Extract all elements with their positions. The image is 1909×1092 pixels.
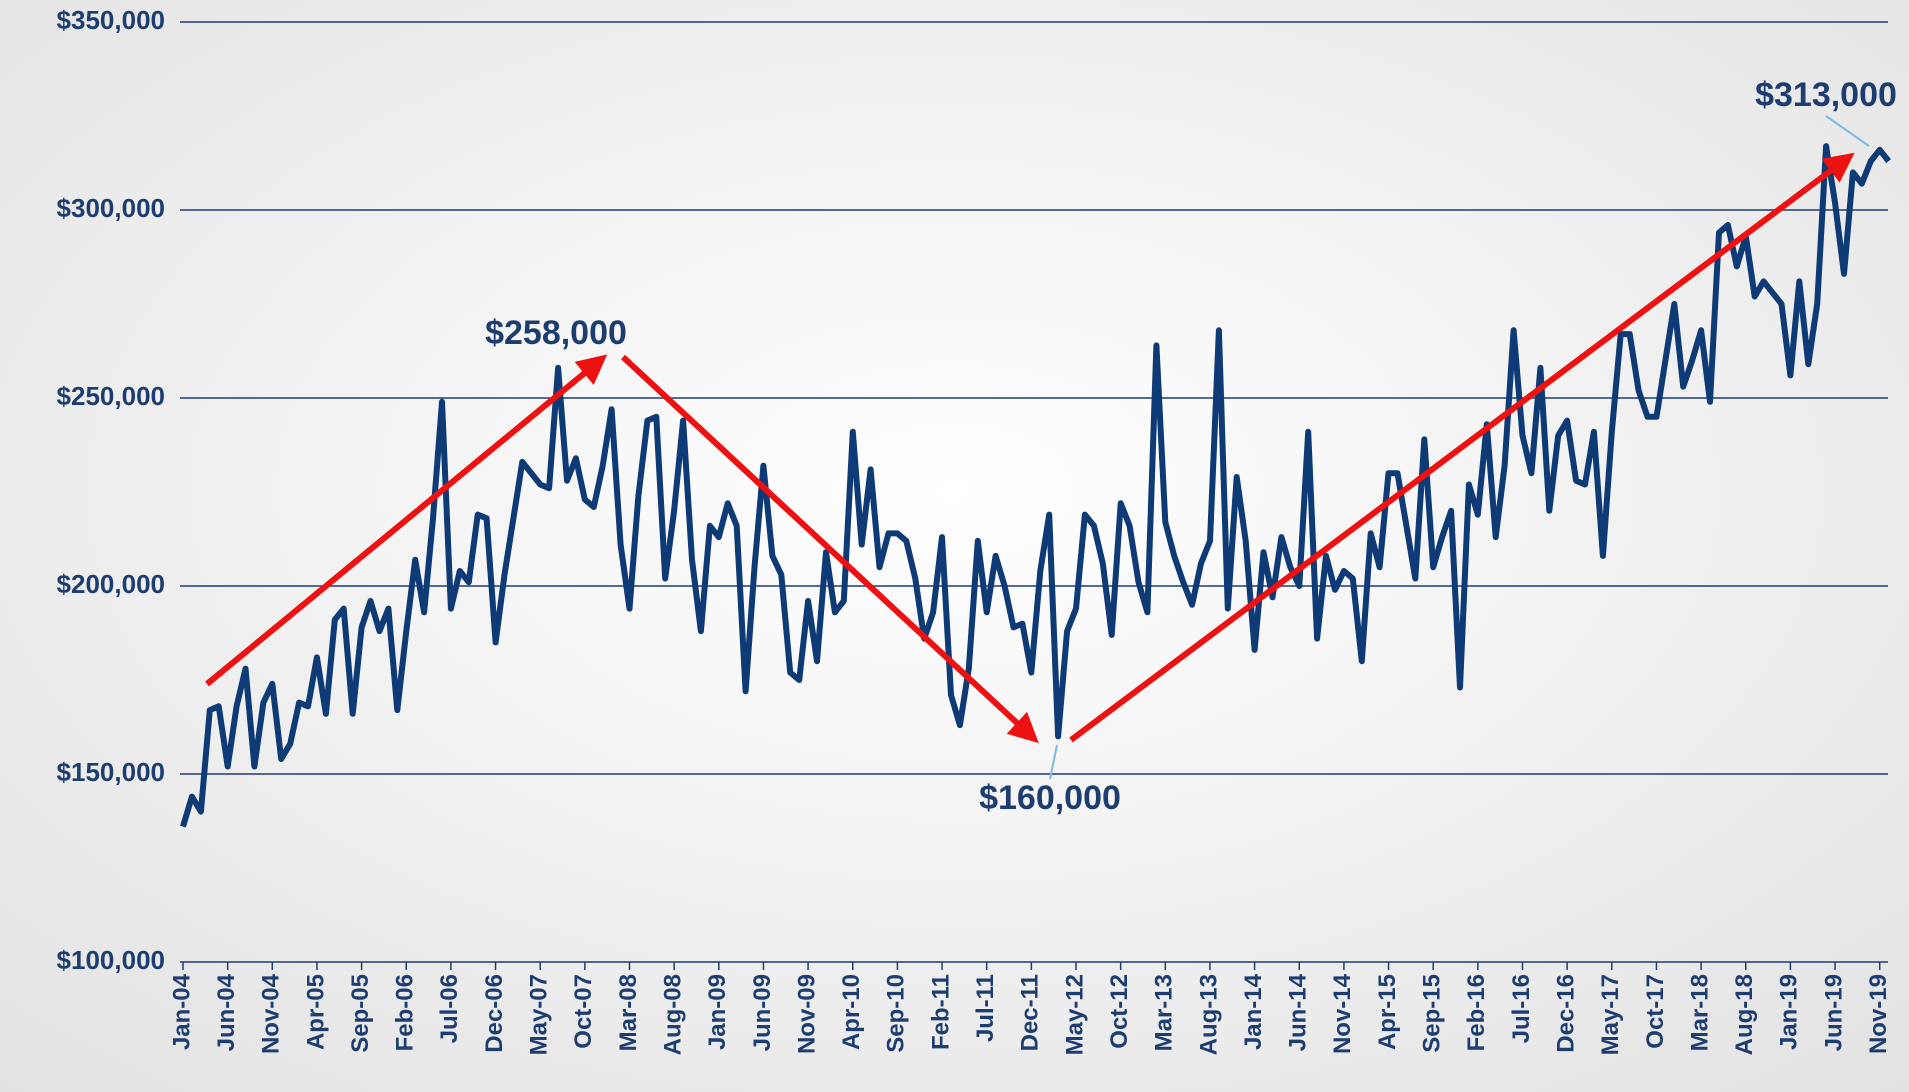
x-tick-label: Dec-11: [1017, 974, 1044, 1051]
x-tick-label: Apr-05: [302, 974, 329, 1050]
x-tick-label: Jun-14: [1285, 973, 1312, 1051]
x-tick-label: May-12: [1061, 974, 1088, 1055]
x-tick-label: Dec-16: [1552, 974, 1579, 1053]
x-tick-label: Oct-12: [1106, 974, 1133, 1049]
x-tick-label: Sep-05: [347, 974, 374, 1053]
x-tick-label: Mar-08: [615, 974, 642, 1051]
plot: [180, 143, 1891, 828]
annotation: $313,000: [1755, 76, 1897, 114]
grid: $100,000 $150,000 $200,000 $250,000 $300,000…: [57, 5, 1892, 1056]
trend-arrows: [205, 152, 1855, 744]
x-tick-label: Jul-06: [436, 974, 463, 1043]
x-tick-label: Mar-13: [1151, 974, 1178, 1051]
y-tick-label: $150,000: [57, 757, 165, 787]
x-tick-label: Aug-18: [1731, 974, 1758, 1055]
x-tick-label: Dec-06: [481, 974, 508, 1053]
x-tick-label: Aug-13: [1195, 974, 1222, 1055]
x-tick-label: Jan-04: [168, 973, 195, 1050]
x-tick-label: Apr-15: [1374, 974, 1401, 1050]
x-tick-label: Jun-09: [749, 974, 776, 1051]
x-tick-label: Sep-15: [1419, 974, 1446, 1053]
x-tick-label: Feb-16: [1463, 974, 1490, 1051]
x-tick-label: Oct-07: [570, 974, 597, 1049]
trend-arrow: [1069, 152, 1855, 743]
price-line: [180, 143, 1891, 828]
x-tick-label: Nov-04: [258, 973, 285, 1054]
y-tick-label: $250,000: [57, 381, 165, 411]
x-tick-label: Apr-10: [838, 974, 865, 1050]
annotation: $258,000: [485, 314, 627, 352]
x-tick-label: Nov-19: [1865, 974, 1892, 1054]
x-tick-label: Jan-14: [1240, 973, 1267, 1050]
y-tick-label: $100,000: [57, 945, 165, 975]
x-tick-label: May-17: [1597, 974, 1624, 1055]
leader-line: [1825, 115, 1870, 147]
x-tick-label: Mar-18: [1686, 974, 1713, 1051]
annotations: $258,000 $160,000 $313,000: [485, 76, 1897, 817]
x-tick-label: Aug-08: [659, 974, 686, 1055]
y-tick-label: $200,000: [57, 569, 165, 599]
annotation: $160,000: [979, 779, 1121, 817]
leader-line: [1049, 744, 1058, 780]
x-tick-label: Jul-11: [972, 974, 999, 1042]
x-tick-label: Feb-06: [392, 974, 419, 1051]
x-tick-label: Nov-14: [1329, 973, 1356, 1054]
x-tick-label: Jul-16: [1508, 974, 1535, 1043]
x-tick-label: Jan-09: [704, 974, 731, 1050]
trend-arrow: [620, 354, 1039, 744]
trend-arrow: [205, 354, 608, 687]
y-tick-label: $350,000: [57, 5, 165, 35]
y-tick-label: $300,000: [57, 193, 165, 223]
x-tick-label: Sep-10: [883, 974, 910, 1053]
x-tick-label: Oct-17: [1642, 974, 1669, 1049]
x-tick-label: Jun-19: [1820, 974, 1847, 1051]
x-tick-label: Nov-09: [793, 974, 820, 1054]
x-tick-label: Feb-11: [927, 974, 954, 1050]
x-tick-label: Jan-19: [1776, 974, 1803, 1050]
x-tick-label: May-07: [526, 974, 553, 1055]
x-tick-label: Jun-04: [213, 973, 240, 1051]
